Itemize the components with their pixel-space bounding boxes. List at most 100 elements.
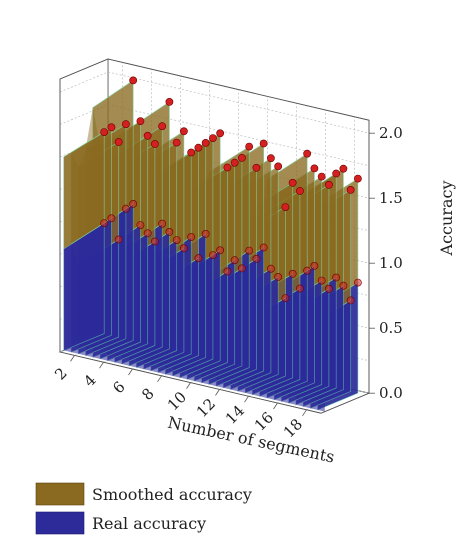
- smoothed-accuracy-point: [238, 153, 246, 162]
- grid-line-left: [59, 104, 109, 125]
- real-accuracy-point: [158, 219, 167, 228]
- x-tick-mark: [244, 395, 249, 403]
- real-accuracy-point: [288, 269, 297, 278]
- smoothed-accuracy-point: [136, 117, 145, 125]
- smoothed-accuracy-point: [129, 76, 138, 85]
- smoothed-accuracy-point: [223, 163, 232, 172]
- x-tick-mark: [128, 368, 133, 376]
- smoothed-accuracy-point: [296, 187, 304, 195]
- smoothed-accuracy-point: [151, 140, 159, 148]
- smoothed-accuracy-point: [165, 98, 174, 106]
- x-tick-label: 12: [193, 395, 219, 421]
- smoothed-accuracy-point: [346, 185, 355, 194]
- legend-label-smoothed: Smoothed accuracy: [92, 485, 252, 504]
- grid-line-left: [59, 71, 109, 93]
- real-accuracy-point: [354, 278, 362, 287]
- real-accuracy-point: [346, 296, 355, 305]
- real-accuracy-point: [281, 294, 290, 302]
- real-accuracy-point: [143, 229, 152, 238]
- real-accuracy-point: [114, 235, 123, 244]
- smoothed-accuracy-point: [332, 169, 341, 178]
- real-accuracy-point: [332, 273, 341, 282]
- real-accuracy-point: [317, 276, 326, 285]
- real-accuracy-point: [296, 284, 304, 293]
- smoothed-accuracy-point: [325, 180, 333, 189]
- smoothed-accuracy-point: [143, 131, 152, 140]
- smoothed-accuracy-point: [107, 123, 116, 132]
- x-tick-mark: [302, 409, 307, 417]
- real-accuracy-point: [172, 236, 181, 244]
- real-accuracy-point: [274, 272, 283, 281]
- real-accuracy-point: [310, 261, 319, 270]
- real-accuracy-point: [252, 254, 261, 263]
- smoothed-accuracy-point: [245, 142, 254, 151]
- real-accuracy-point: [238, 264, 246, 273]
- smoothed-accuracy-point: [216, 129, 225, 138]
- smoothed-accuracy-point: [281, 203, 290, 211]
- smoothed-accuracy-point: [259, 139, 268, 148]
- legend-swatch-smoothed: [35, 482, 85, 506]
- x-tick-mark: [70, 355, 75, 362]
- real-accuracy-point: [267, 264, 275, 273]
- x-tick-mark: [157, 375, 162, 383]
- real-accuracy-point: [259, 243, 268, 252]
- real-accuracy-point: [180, 244, 188, 253]
- real-accuracy-point: [122, 204, 130, 213]
- x-tick-label: 2: [51, 364, 70, 383]
- x-tick-mark: [186, 382, 191, 389]
- smoothed-accuracy-point: [339, 164, 348, 173]
- z-axis-title: Accuracy: [437, 181, 456, 257]
- smoothed-accuracy-point: [310, 164, 319, 173]
- top-back-edge: [107, 58, 370, 121]
- real-accuracy-point: [209, 251, 217, 259]
- x-tick-label: 10: [164, 388, 190, 414]
- real-accuracy-point: [325, 284, 333, 293]
- depth-edge-right: [320, 392, 370, 414]
- smoothed-accuracy-point: [158, 122, 167, 131]
- x-tick-mark: [273, 402, 278, 410]
- smoothed-accuracy-point: [122, 120, 130, 129]
- real-accuracy-point: [216, 246, 225, 255]
- smoothed-accuracy-point: [230, 158, 239, 167]
- chart-legend: Smoothed accuracy Real accuracy: [35, 482, 252, 535]
- real-accuracy-point: [107, 214, 116, 223]
- x-tick-label: 8: [138, 385, 157, 404]
- smoothed-accuracy-point: [201, 138, 210, 147]
- real-accuracy-point: [303, 266, 312, 275]
- smoothed-accuracy-ridge: [63, 152, 72, 249]
- real-accuracy-point: [230, 256, 239, 265]
- smoothed-accuracy-point: [317, 172, 326, 181]
- real-accuracy-point: [187, 233, 196, 241]
- smoothed-accuracy-point: [114, 138, 123, 146]
- smoothed-accuracy-point: [252, 163, 261, 172]
- smoothed-accuracy-point: [187, 148, 196, 157]
- real-accuracy-point: [223, 267, 232, 276]
- z-tick-label: 2.0: [379, 124, 403, 142]
- real-accuracy-point: [136, 221, 145, 229]
- real-accuracy-point: [151, 237, 159, 246]
- real-accuracy-point: [245, 246, 254, 255]
- real-accuracy-ridge: [63, 244, 72, 353]
- legend-swatch-real: [35, 511, 85, 535]
- x-tick-label: 6: [109, 378, 128, 397]
- real-accuracy-point: [100, 219, 109, 227]
- smoothed-accuracy-point: [172, 138, 181, 147]
- real-accuracy-point: [165, 227, 174, 236]
- smoothed-accuracy-point: [209, 134, 217, 142]
- smoothed-accuracy-point: [180, 127, 188, 136]
- smoothed-accuracy-point: [267, 154, 275, 163]
- chart-series-layer: [63, 76, 362, 412]
- smoothed-accuracy-point: [354, 174, 362, 183]
- smoothed-accuracy-slab: [63, 131, 105, 250]
- smoothed-accuracy-point: [303, 149, 312, 158]
- smoothed-accuracy-point: [274, 162, 283, 171]
- z-tick-label: 1.0: [379, 254, 403, 272]
- z-tick-label: 1.5: [379, 189, 403, 207]
- z-tick-label: 0.0: [379, 384, 403, 402]
- x-tick-mark: [99, 361, 104, 369]
- smoothed-accuracy-point: [288, 178, 297, 187]
- smoothed-accuracy-point: [100, 128, 109, 136]
- smoothed-accuracy-point: [194, 143, 203, 152]
- real-accuracy-point: [129, 199, 138, 208]
